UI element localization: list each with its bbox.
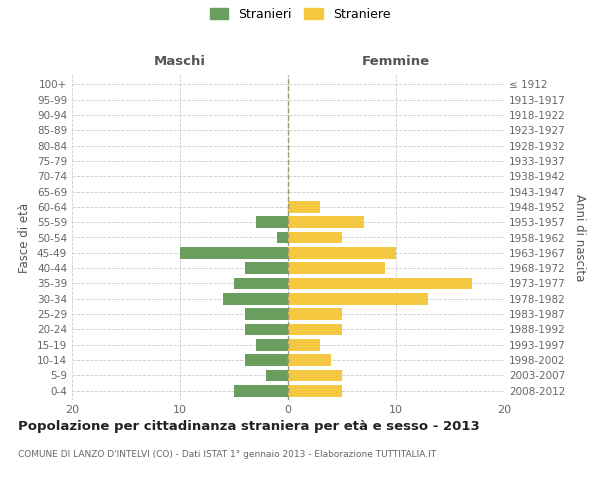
Bar [245,262,288,274]
Bar [288,293,428,304]
Bar [288,339,320,350]
Bar [288,201,320,212]
Bar [234,278,288,289]
Bar [288,385,342,396]
Bar [256,339,288,350]
Bar [288,370,342,381]
Legend: Stranieri, Straniere: Stranieri, Straniere [205,2,395,26]
Bar [288,262,385,274]
Bar [288,247,396,258]
Bar [277,232,288,243]
Text: Femmine: Femmine [362,56,430,68]
Bar [288,232,342,243]
Bar [245,324,288,335]
Bar [256,216,288,228]
Text: COMUNE DI LANZO D'INTELVI (CO) - Dati ISTAT 1° gennaio 2013 - Elaborazione TUTTI: COMUNE DI LANZO D'INTELVI (CO) - Dati IS… [18,450,436,459]
Bar [234,385,288,396]
Bar [288,216,364,228]
Bar [288,324,342,335]
Bar [288,308,342,320]
Bar [288,278,472,289]
Bar [288,354,331,366]
Text: Popolazione per cittadinanza straniera per età e sesso - 2013: Popolazione per cittadinanza straniera p… [18,420,480,433]
Bar [223,293,288,304]
Y-axis label: Anni di nascita: Anni di nascita [572,194,586,281]
Text: Maschi: Maschi [154,56,206,68]
Y-axis label: Fasce di età: Fasce di età [19,202,31,272]
Bar [245,354,288,366]
Bar [180,247,288,258]
Bar [266,370,288,381]
Bar [245,308,288,320]
